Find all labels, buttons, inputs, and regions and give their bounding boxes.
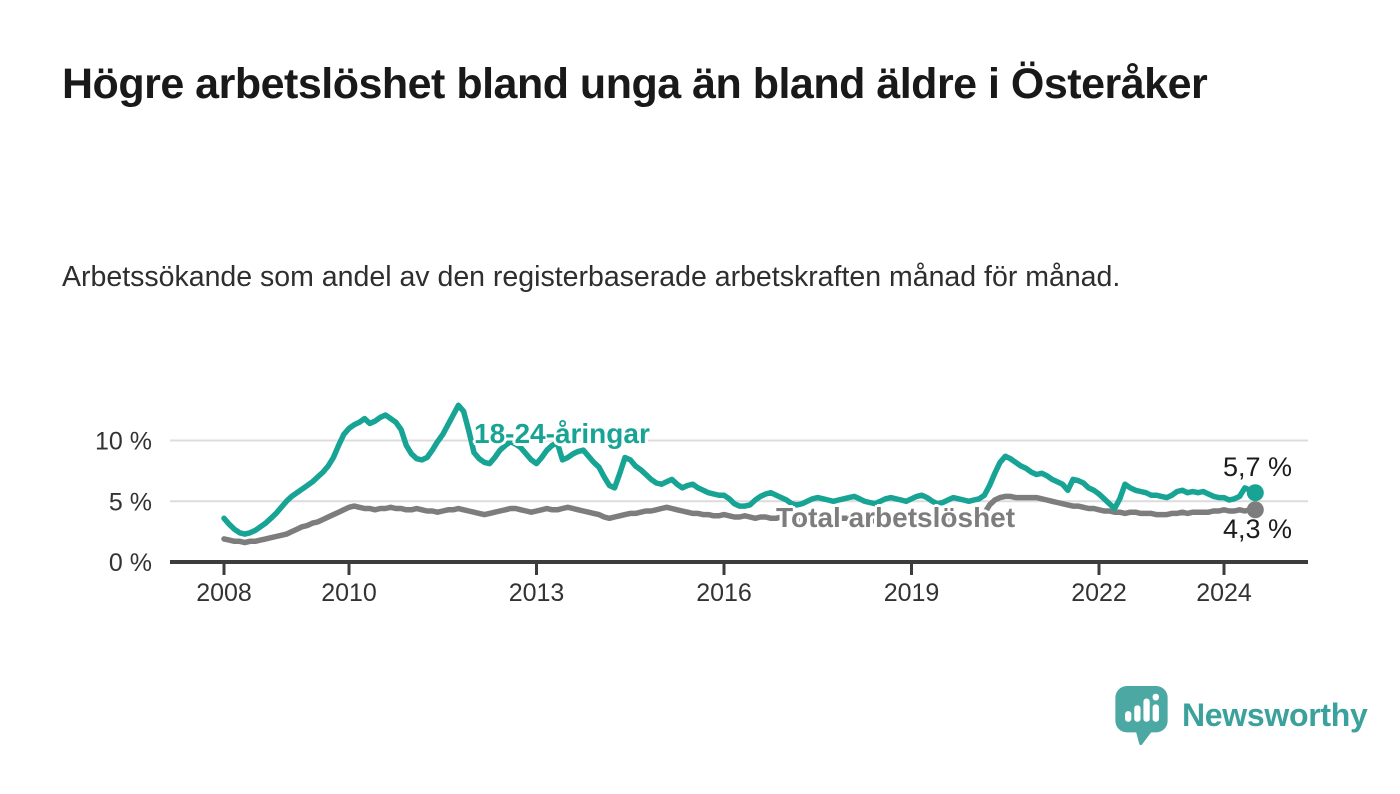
logo-bar-1: [1125, 711, 1132, 722]
x-tick-label: 2010: [321, 579, 377, 607]
y-tick-label: 5 %: [109, 488, 152, 516]
end-value-label-young: 5,7 %: [1222, 452, 1292, 482]
page-title: Högre arbetslöshet bland unga än bland ä…: [62, 60, 1208, 108]
x-tick-label: 2013: [509, 579, 565, 607]
x-tick-label: 2008: [196, 579, 252, 607]
series-line: [221, 402, 1259, 537]
series-label-young: 18-24-åringar: [474, 418, 650, 449]
logo-bar-2: [1134, 705, 1141, 722]
x-tick-label: 2019: [884, 579, 940, 607]
x-axis-tick-labels: 2008 2010 2013 2016 2019 2022 2024: [196, 579, 1252, 607]
chart-subtitle: Arbetssökande som andel av den registerb…: [62, 261, 1121, 293]
x-tick-label: 2016: [696, 579, 752, 607]
logo-exclamation-dot: [1152, 693, 1159, 701]
x-tick-label: 2024: [1196, 579, 1252, 607]
newsworthy-logo-icon: [1115, 685, 1168, 745]
newsworthy-wordmark: Newsworthy: [1182, 696, 1368, 733]
series-label-total: Total arbetslöshet: [776, 502, 1016, 533]
newsworthy-logo: Newsworthy: [1114, 685, 1368, 745]
y-axis-labels: 0 % 5 % 10 %: [95, 428, 152, 578]
series-end-dot: [1246, 501, 1264, 519]
y-tick-label: 10 %: [95, 428, 152, 456]
x-tick-label: 2022: [1071, 579, 1127, 607]
y-tick-label: 0 %: [109, 549, 152, 577]
end-value-label-total: 4,3 %: [1222, 514, 1292, 544]
series-line: [221, 493, 1259, 546]
data-series-lines: [221, 402, 1259, 546]
series-end-dot: [1246, 484, 1264, 502]
logo-exclamation-bar: [1152, 704, 1159, 722]
series-end-dots: [1246, 484, 1264, 519]
x-axis-ticks: [222, 562, 1226, 575]
logo-bar-3: [1143, 698, 1150, 722]
